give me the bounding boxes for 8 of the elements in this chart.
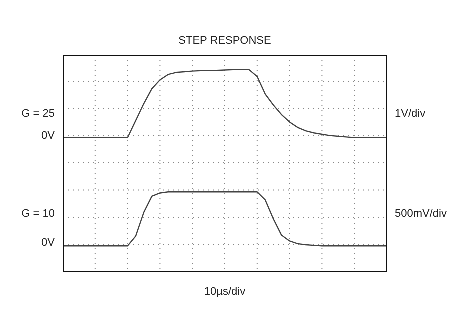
text: G = 25 — [22, 108, 55, 120]
chart-title: STEP RESPONSE — [178, 35, 272, 47]
text: 500mV/div — [395, 208, 447, 220]
text: G = 10 — [22, 208, 55, 220]
text: 0V — [42, 130, 55, 142]
text: 1V/div — [395, 108, 426, 120]
x-axis-title: 10µs/div — [203, 286, 247, 298]
text: 0V — [42, 237, 55, 249]
